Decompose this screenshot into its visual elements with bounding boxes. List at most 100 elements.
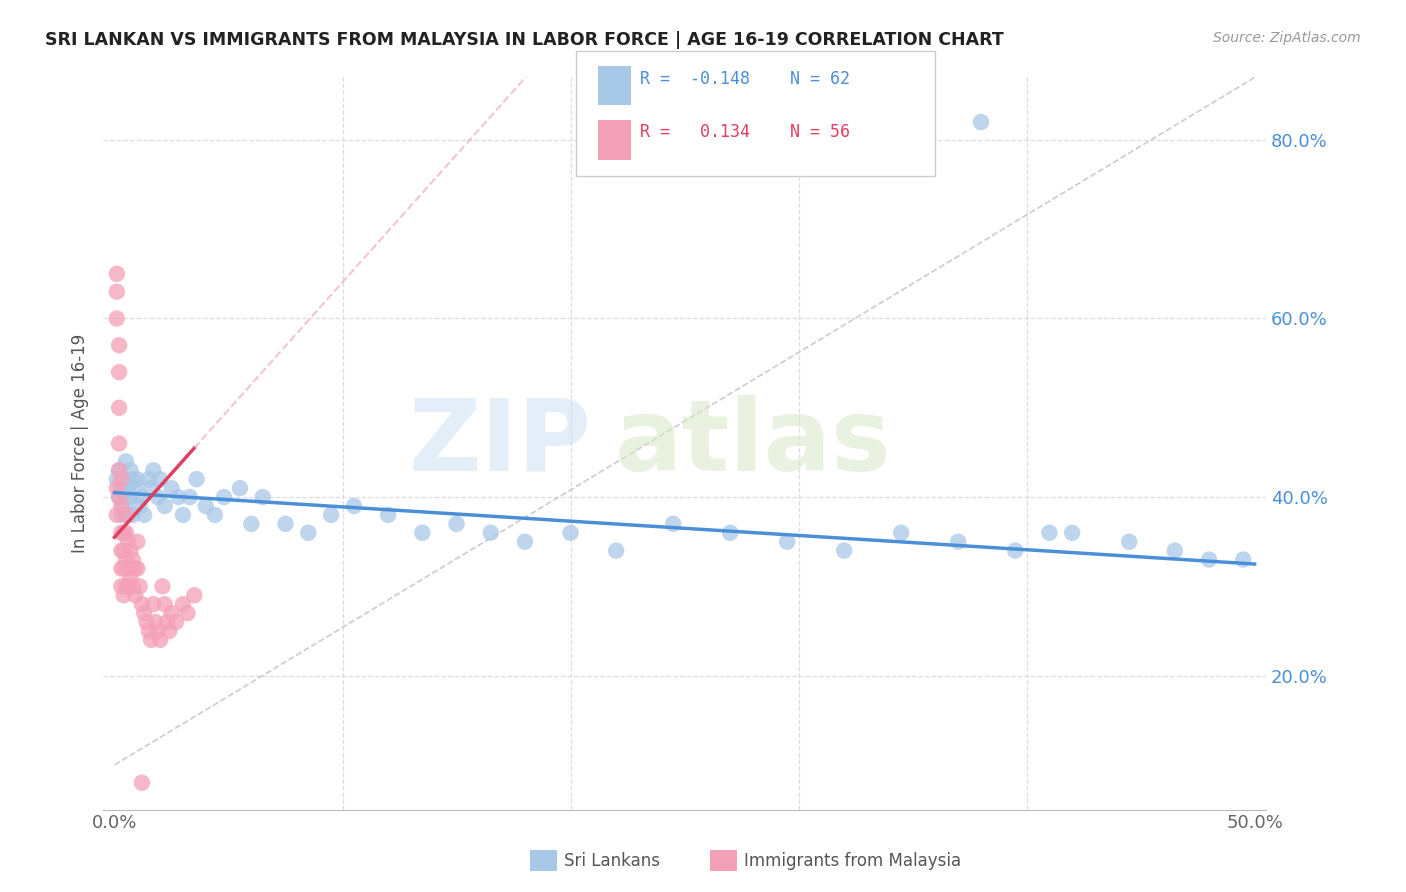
Text: SRI LANKAN VS IMMIGRANTS FROM MALAYSIA IN LABOR FORCE | AGE 16-19 CORRELATION CH: SRI LANKAN VS IMMIGRANTS FROM MALAYSIA I… [45,31,1004,49]
Point [108,490,131,504]
Point [117,534,139,549]
Point [204,508,226,522]
Point [112,561,135,575]
Point [176,606,198,620]
Text: R =   0.134    N = 56: R = 0.134 N = 56 [640,123,849,142]
Point [149,632,172,647]
Text: R =  -0.148    N = 62: R = -0.148 N = 62 [640,70,849,88]
Point [105,285,128,299]
Point [946,534,969,549]
Point [1118,534,1140,549]
Point [377,508,399,522]
Text: atlas: atlas [614,395,891,492]
Point [131,776,153,790]
Point [117,579,139,593]
Point [112,499,135,513]
Point [139,632,162,647]
Point [1038,525,1060,540]
Point [120,543,142,558]
Point [108,463,131,477]
Point [110,508,132,522]
Point [115,552,138,566]
Point [138,472,160,486]
Point [274,516,297,531]
Point [110,472,132,486]
Point [120,463,142,477]
Point [479,525,502,540]
Point [146,624,169,638]
Point [153,499,176,513]
Point [560,525,582,540]
Point [139,481,162,495]
Point [149,472,172,486]
Point [121,579,143,593]
Point [128,499,150,513]
Point [252,490,274,504]
Point [146,490,169,504]
Point [110,579,132,593]
Point [183,588,205,602]
Point [105,311,128,326]
Point [321,508,343,522]
Text: Sri Lankans: Sri Lankans [564,852,659,870]
Point [890,525,912,540]
Point [153,597,176,611]
Point [110,499,132,513]
Point [513,534,536,549]
Point [131,597,153,611]
Point [105,481,128,495]
Point [121,508,143,522]
Point [120,570,142,584]
Point [605,543,627,558]
Point [157,624,180,638]
Point [112,472,135,486]
Point [1198,552,1220,566]
Point [108,365,131,379]
Point [138,624,160,638]
Y-axis label: In Labor Force | Age 16-19: In Labor Force | Age 16-19 [72,334,89,553]
Point [108,463,131,477]
Point [124,561,146,575]
Point [240,516,263,531]
Point [105,508,128,522]
Text: Immigrants from Malaysia: Immigrants from Malaysia [744,852,960,870]
Point [110,481,132,495]
Point [970,115,993,129]
Point [110,525,132,540]
Point [229,481,252,495]
Point [108,401,131,415]
Point [110,561,132,575]
Point [108,338,131,352]
Point [212,490,235,504]
Point [131,490,153,504]
Point [117,561,139,575]
Point [112,588,135,602]
Point [121,552,143,566]
Point [1062,525,1084,540]
Point [145,615,167,629]
Point [160,606,183,620]
Point [112,525,135,540]
Point [1004,543,1026,558]
Point [411,525,433,540]
Point [172,508,194,522]
Point [776,534,799,549]
Point [135,615,157,629]
Point [117,508,139,522]
Point [662,516,685,531]
Point [128,579,150,593]
Point [105,472,128,486]
Point [120,490,142,504]
Point [105,267,128,281]
Point [446,516,468,531]
Point [112,543,135,558]
Point [124,481,146,495]
Point [115,579,138,593]
Text: Source: ZipAtlas.com: Source: ZipAtlas.com [1213,31,1361,45]
Point [1164,543,1187,558]
Point [152,579,174,593]
Point [186,472,208,486]
Point [127,561,149,575]
Point [124,588,146,602]
Text: ZIP: ZIP [409,395,592,492]
